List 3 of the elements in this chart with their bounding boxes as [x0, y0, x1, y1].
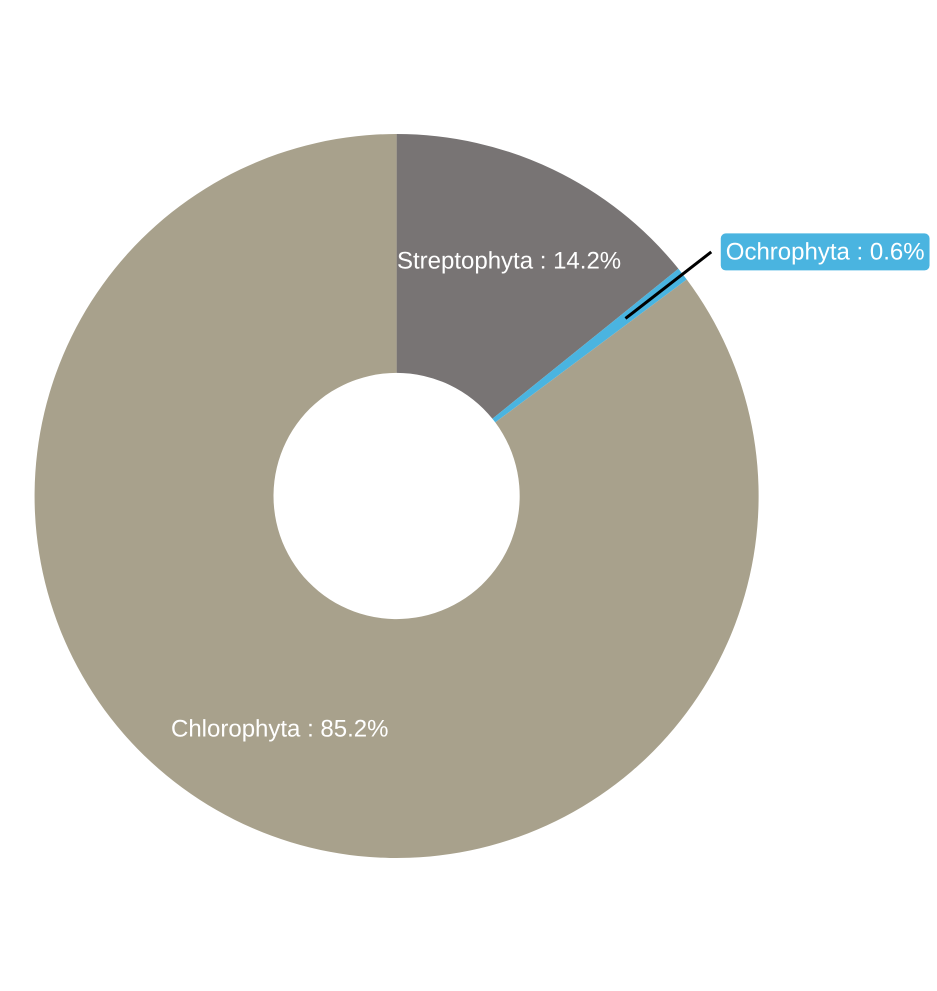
slice-label: Ochrophyta : 0.6% — [726, 238, 925, 266]
slice-label: Chlorophyta : 85.2% — [170, 715, 388, 742]
slice-label: Streptophyta : 14.2% — [396, 247, 622, 274]
